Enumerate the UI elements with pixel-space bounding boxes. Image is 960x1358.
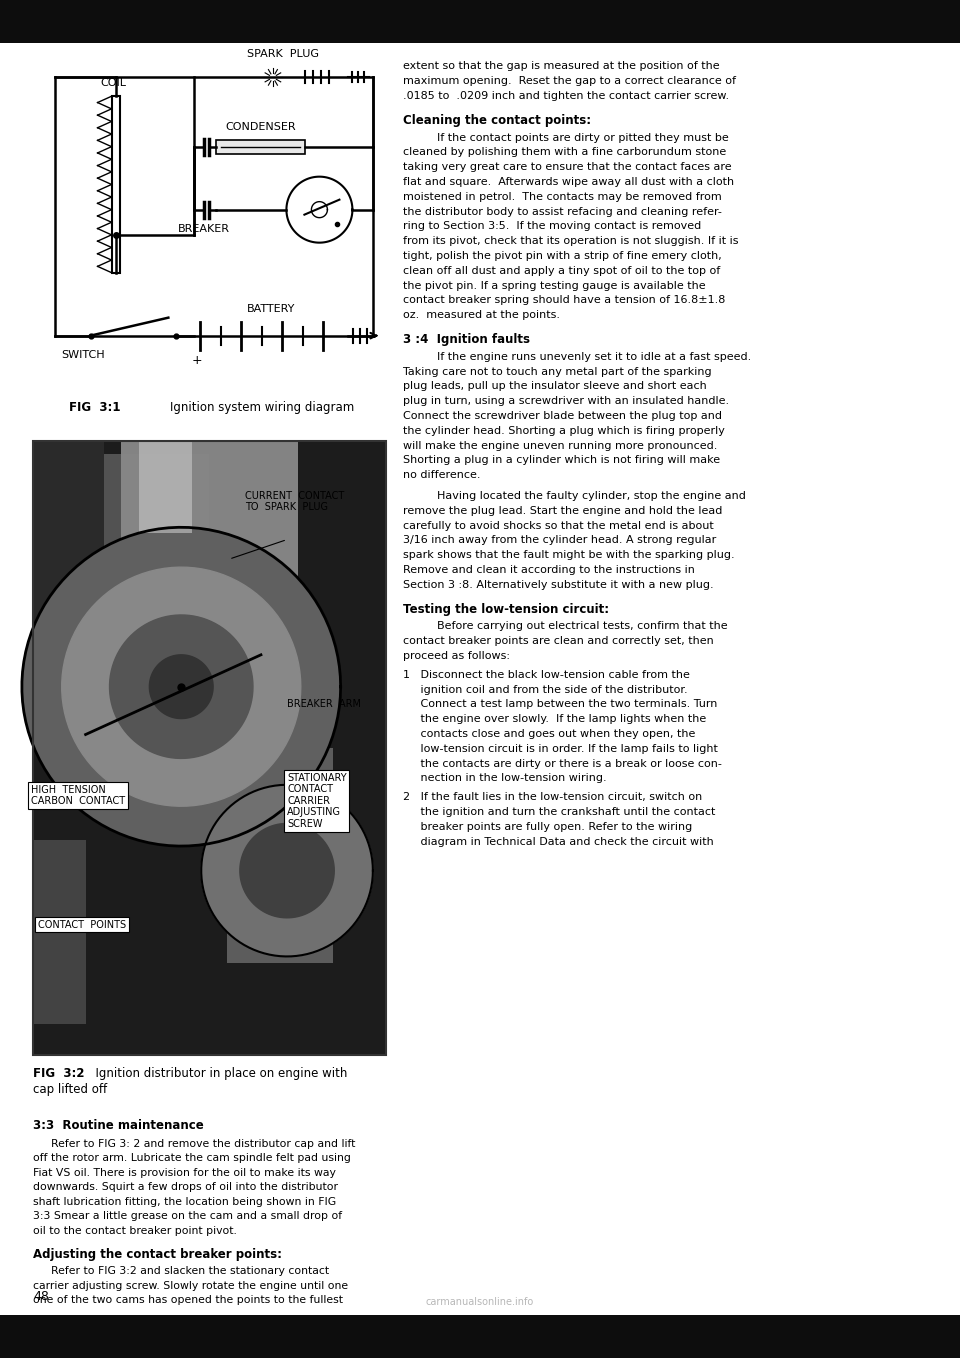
Text: Cleaning the contact points:: Cleaning the contact points: (403, 114, 591, 126)
Text: SWITCH: SWITCH (60, 349, 105, 360)
Text: diagram in Technical Data and check the circuit with: diagram in Technical Data and check the … (403, 837, 714, 846)
Text: contact breaker points are clean and correctly set, then: contact breaker points are clean and cor… (403, 637, 714, 646)
Text: cleaned by polishing them with a fine carborundum stone: cleaned by polishing them with a fine ca… (403, 148, 727, 158)
Bar (216, 140, 305, 153)
Text: ignition coil and from the side of the distributor.: ignition coil and from the side of the d… (403, 684, 687, 695)
Text: BREAKER  ARM: BREAKER ARM (287, 699, 361, 709)
Text: If the contact points are dirty or pitted they must be: If the contact points are dirty or pitte… (423, 133, 729, 143)
Text: off the rotor arm. Lubricate the cam spindle felt pad using: off the rotor arm. Lubricate the cam spi… (33, 1153, 351, 1162)
Text: contacts close and goes out when they open, the: contacts close and goes out when they op… (403, 729, 696, 739)
Text: the cylinder head. Shorting a plug which is firing properly: the cylinder head. Shorting a plug which… (403, 426, 725, 436)
Text: Fiat VS oil. There is provision for the oil to make its way: Fiat VS oil. There is provision for the … (33, 1168, 336, 1177)
Text: Having located the faulty cylinder, stop the engine and: Having located the faulty cylinder, stop… (423, 492, 746, 501)
Text: shaft lubrication fitting, the location being shown in FIG: shaft lubrication fitting, the location … (33, 1196, 336, 1206)
Text: SPARK  PLUG: SPARK PLUG (247, 49, 319, 60)
Polygon shape (202, 785, 372, 956)
Text: If the engine runs unevenly set it to idle at a fast speed.: If the engine runs unevenly set it to id… (423, 352, 752, 361)
Text: oil to the contact breaker point pivot.: oil to the contact breaker point pivot. (33, 1225, 237, 1236)
Bar (33, 441, 386, 1055)
Bar (33, 441, 104, 656)
Text: plug leads, pull up the insulator sleeve and short each: plug leads, pull up the insulator sleeve… (403, 382, 707, 391)
Text: nection in the low-tension wiring.: nection in the low-tension wiring. (403, 774, 607, 784)
Text: no difference.: no difference. (403, 470, 481, 481)
Bar (139, 441, 192, 534)
Bar (228, 748, 333, 963)
Text: 3 :4  Ignition faults: 3 :4 Ignition faults (403, 333, 530, 346)
Text: CONDENSER: CONDENSER (225, 122, 296, 132)
Text: taking very great care to ensure that the contact faces are: taking very great care to ensure that th… (403, 162, 732, 172)
Text: oz.  measured at the points.: oz. measured at the points. (403, 310, 561, 320)
Text: 2   If the fault lies in the low-tension circuit, switch on: 2 If the fault lies in the low-tension c… (403, 792, 703, 803)
Text: tight, polish the pivot pin with a strip of fine emery cloth,: tight, polish the pivot pin with a strip… (403, 251, 722, 261)
Text: HIGH  TENSION
CARBON  CONTACT: HIGH TENSION CARBON CONTACT (31, 785, 125, 807)
Text: breaker points are fully open. Refer to the wiring: breaker points are fully open. Refer to … (403, 822, 692, 832)
Polygon shape (61, 568, 300, 807)
Text: the ignition and turn the crankshaft until the contact: the ignition and turn the crankshaft unt… (403, 807, 715, 818)
Text: from its pivot, check that its operation is not sluggish. If it is: from its pivot, check that its operation… (403, 236, 738, 246)
Text: plug in turn, using a screwdriver with an insulated handle.: plug in turn, using a screwdriver with a… (403, 397, 730, 406)
Bar (121, 441, 298, 595)
Text: Ignition distributor in place on engine with: Ignition distributor in place on engine … (88, 1066, 348, 1080)
Text: Connect the screwdriver blade between the plug top and: Connect the screwdriver blade between th… (403, 411, 722, 421)
Polygon shape (150, 655, 213, 718)
Polygon shape (109, 615, 253, 758)
Text: the engine over slowly.  If the lamp lights when the: the engine over slowly. If the lamp ligh… (403, 714, 707, 724)
Text: Remove and clean it according to the instructions in: Remove and clean it according to the ins… (403, 565, 695, 574)
Text: .0185 to  .0209 inch and tighten the contact carrier screw.: .0185 to .0209 inch and tighten the cont… (403, 91, 730, 100)
Text: Before carrying out electrical tests, confirm that the: Before carrying out electrical tests, co… (423, 622, 728, 631)
Text: remove the plug lead. Start the engine and hold the lead: remove the plug lead. Start the engine a… (403, 507, 723, 516)
Text: Refer to FIG 3: 2 and remove the distributor cap and lift: Refer to FIG 3: 2 and remove the distrib… (51, 1138, 355, 1149)
Text: downwards. Squirt a few drops of oil into the distributor: downwards. Squirt a few drops of oil int… (33, 1181, 338, 1192)
Text: Testing the low-tension circuit:: Testing the low-tension circuit: (403, 603, 610, 615)
Text: Adjusting the contact breaker points:: Adjusting the contact breaker points: (33, 1248, 282, 1262)
Text: Shorting a plug in a cylinder which is not firing will make: Shorting a plug in a cylinder which is n… (403, 455, 720, 466)
Bar (33, 841, 86, 1024)
Text: ring to Section 3:5.  If the moving contact is removed: ring to Section 3:5. If the moving conta… (403, 221, 702, 231)
Text: contact breaker spring should have a tension of 16.8±1.8: contact breaker spring should have a ten… (403, 296, 726, 306)
Text: Section 3 :8. Alternatively substitute it with a new plug.: Section 3 :8. Alternatively substitute i… (403, 580, 714, 589)
Text: FIG  3:1: FIG 3:1 (69, 402, 121, 414)
Text: moistened in petrol.  The contacts may be removed from: moistened in petrol. The contacts may be… (403, 191, 722, 202)
Text: maximum opening.  Reset the gap to a correct clearance of: maximum opening. Reset the gap to a corr… (403, 76, 736, 87)
Polygon shape (240, 823, 334, 918)
Bar (0, 0, 960, 43)
Text: Connect a test lamp between the two terminals. Turn: Connect a test lamp between the two term… (403, 699, 717, 709)
Text: the distributor body to assist refacing and cleaning refer-: the distributor body to assist refacing … (403, 206, 722, 217)
Text: one of the two cams has opened the points to the fullest: one of the two cams has opened the point… (33, 1296, 343, 1305)
Text: extent so that the gap is measured at the position of the: extent so that the gap is measured at th… (403, 61, 720, 72)
Text: flat and square.  Afterwards wipe away all dust with a cloth: flat and square. Afterwards wipe away al… (403, 177, 734, 187)
Text: carefully to avoid shocks so that the metal end is about: carefully to avoid shocks so that the me… (403, 520, 714, 531)
Text: 3:3  Routine maintenance: 3:3 Routine maintenance (33, 1119, 204, 1131)
Text: Taking care not to touch any metal part of the sparking: Taking care not to touch any metal part … (403, 367, 711, 376)
Text: the pivot pin. If a spring testing gauge is available the: the pivot pin. If a spring testing gauge… (403, 281, 706, 291)
Text: 48: 48 (33, 1290, 49, 1302)
Bar (111, 96, 120, 273)
Text: low-tension circuit is in order. If the lamp fails to light: low-tension circuit is in order. If the … (403, 744, 718, 754)
Text: BATTERY: BATTERY (247, 304, 296, 314)
Bar (0, 1315, 960, 1358)
Text: 1   Disconnect the black low-tension cable from the: 1 Disconnect the black low-tension cable… (403, 669, 690, 680)
Text: STATIONARY
CONTACT
CARRIER
ADJUSTING
SCREW: STATIONARY CONTACT CARRIER ADJUSTING SCR… (287, 773, 347, 828)
Bar (68, 454, 209, 576)
Bar (33, 441, 386, 1055)
Text: 3/16 inch away from the cylinder head. A strong regular: 3/16 inch away from the cylinder head. A… (403, 535, 716, 546)
Text: CONTACT  POINTS: CONTACT POINTS (38, 919, 127, 930)
Text: +: + (192, 353, 203, 367)
Text: carmanualsonline.info: carmanualsonline.info (426, 1297, 534, 1306)
Text: COIL: COIL (101, 79, 127, 88)
Text: the contacts are dirty or there is a break or loose con-: the contacts are dirty or there is a bre… (403, 759, 722, 769)
Polygon shape (22, 527, 341, 846)
Text: spark shows that the fault might be with the sparking plug.: spark shows that the fault might be with… (403, 550, 734, 561)
Text: cap lifted off: cap lifted off (33, 1082, 108, 1096)
Text: FIG  3:2: FIG 3:2 (33, 1066, 84, 1080)
Text: will make the engine uneven running more pronounced.: will make the engine uneven running more… (403, 440, 717, 451)
Text: proceed as follows:: proceed as follows: (403, 650, 510, 661)
Text: clean off all dust and apply a tiny spot of oil to the top of: clean off all dust and apply a tiny spot… (403, 266, 720, 276)
Text: 3:3 Smear a little grease on the cam and a small drop of: 3:3 Smear a little grease on the cam and… (33, 1211, 343, 1221)
Text: BREAKER: BREAKER (178, 224, 229, 234)
Text: Refer to FIG 3:2 and slacken the stationary contact: Refer to FIG 3:2 and slacken the station… (51, 1266, 329, 1277)
Text: Ignition system wiring diagram: Ignition system wiring diagram (155, 402, 354, 414)
Text: carrier adjusting screw. Slowly rotate the engine until one: carrier adjusting screw. Slowly rotate t… (33, 1281, 348, 1290)
Text: CURRENT  CONTACT
TO  SPARK  PLUG: CURRENT CONTACT TO SPARK PLUG (245, 490, 344, 512)
